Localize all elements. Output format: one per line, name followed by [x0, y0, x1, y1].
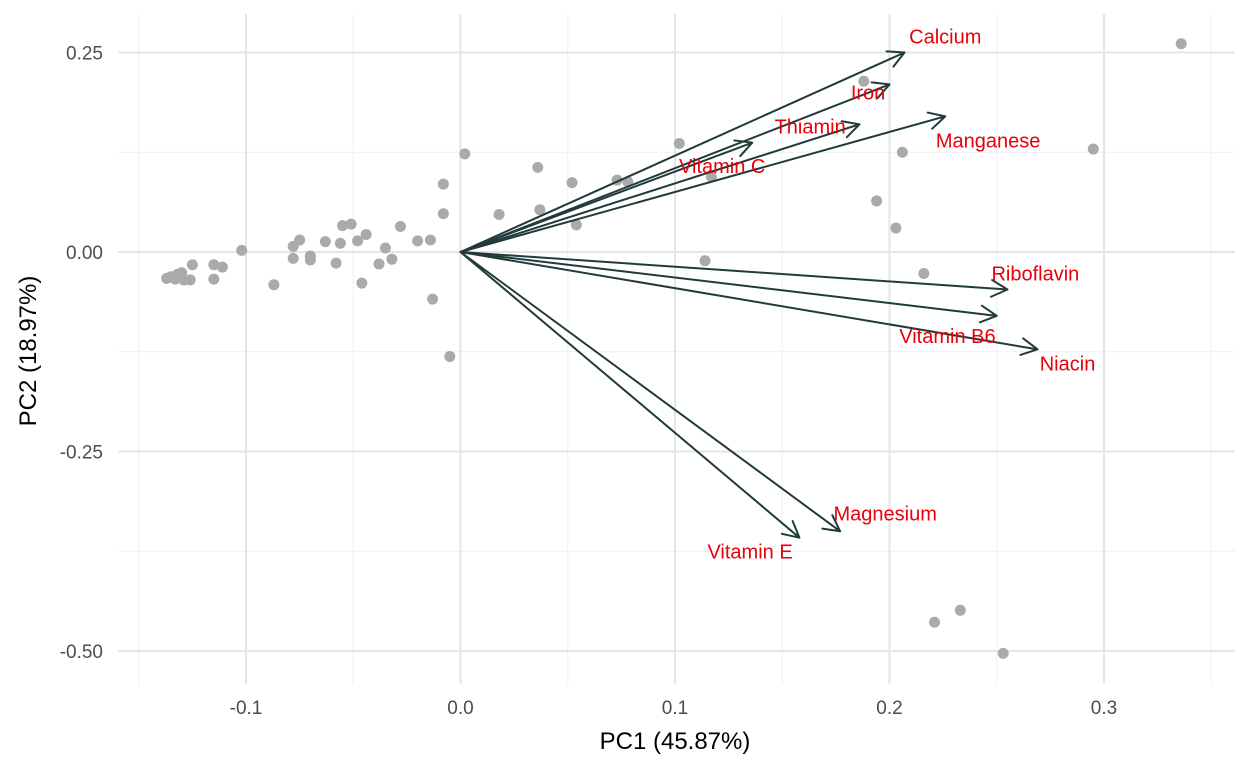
loading-label: Niacin: [1040, 354, 1096, 376]
score-point: [394, 220, 406, 232]
score-point: [386, 253, 398, 265]
x-tick-label: 0.3: [1091, 698, 1117, 719]
score-point: [334, 237, 346, 249]
x-tick-label: 0.2: [876, 698, 902, 719]
score-point: [699, 255, 711, 267]
score-point: [268, 279, 280, 291]
score-point: [294, 234, 306, 246]
score-point: [287, 252, 299, 264]
loading-label: Thiamin: [775, 117, 846, 139]
loading-label: Vitamin E: [707, 541, 792, 563]
score-point: [1175, 38, 1187, 50]
loading-arrow: [459, 139, 754, 253]
score-point: [459, 148, 471, 160]
loading-label: Riboflavin: [991, 264, 1079, 286]
score-point: [1087, 143, 1099, 155]
y-axis-title: PC2 (18.97%): [15, 276, 42, 427]
grid-lines: [118, 14, 1235, 684]
loading-arrow: [459, 251, 1039, 356]
score-points: [161, 38, 1187, 659]
loading-label: Vitamin C: [679, 156, 765, 178]
x-tick-label: 0.1: [662, 698, 688, 719]
loading-labels: Calcium Iron Manganese Thiamin Vitamin C Ribo…: [679, 27, 1095, 564]
loading-label: Magnesium: [834, 504, 937, 526]
score-point: [236, 244, 248, 256]
score-point: [352, 235, 364, 247]
score-point: [705, 171, 717, 183]
score-point: [412, 235, 424, 247]
y-tick-labels: 0.25 0.00 -0.25 -0.50: [60, 44, 103, 664]
score-point: [673, 137, 685, 149]
score-point: [330, 257, 342, 269]
score-point: [929, 616, 941, 628]
score-point: [379, 242, 391, 254]
loading-arrow: [459, 111, 947, 253]
score-point: [208, 259, 220, 271]
score-point: [444, 351, 456, 363]
x-axis-title: PC1 (45.87%): [600, 728, 751, 755]
x-tick-labels: -0.1 0.0 0.1 0.2 0.3: [230, 698, 1118, 719]
score-point: [337, 220, 349, 232]
score-point: [890, 222, 902, 234]
score-point: [208, 273, 220, 285]
score-point: [918, 268, 930, 280]
score-point: [424, 234, 436, 246]
loading-arrow: [459, 251, 998, 324]
loading-arrows: [459, 50, 1039, 539]
loading-arrow: [459, 120, 861, 253]
loading-arrow: [459, 251, 801, 539]
score-point: [437, 178, 449, 190]
score-point: [534, 204, 546, 216]
y-tick-label: 0.25: [66, 44, 103, 65]
x-tick-label: 0.0: [447, 698, 473, 719]
loading-label: Iron: [851, 82, 885, 104]
loading-arrow: [459, 81, 891, 253]
score-point: [356, 277, 368, 289]
loading-arrow: [459, 251, 842, 533]
y-tick-label: -0.25: [60, 443, 103, 464]
score-point: [360, 228, 372, 240]
score-point: [997, 647, 1009, 659]
y-tick-label: -0.50: [60, 642, 103, 663]
score-point: [493, 208, 505, 220]
score-point: [858, 75, 870, 87]
score-point: [437, 208, 449, 220]
score-point: [954, 604, 966, 616]
score-point: [566, 177, 578, 189]
score-point: [319, 236, 331, 248]
score-point: [186, 259, 198, 271]
loading-label: Manganese: [936, 130, 1041, 152]
y-tick-label: 0.00: [66, 243, 103, 264]
score-point: [871, 195, 883, 207]
loading-label: Calcium: [909, 27, 981, 49]
loading-label: Vitamin B6: [899, 326, 995, 348]
loading-arrow: [459, 50, 906, 253]
loading-arrow: [459, 251, 1009, 298]
score-point: [570, 219, 582, 231]
score-point: [896, 146, 908, 158]
score-point: [216, 261, 228, 273]
x-tick-label: -0.1: [230, 698, 263, 719]
score-point: [304, 254, 316, 266]
score-point: [184, 274, 196, 286]
score-point: [373, 258, 385, 270]
score-point: [345, 218, 357, 230]
score-point: [427, 293, 439, 305]
score-point: [532, 161, 544, 173]
